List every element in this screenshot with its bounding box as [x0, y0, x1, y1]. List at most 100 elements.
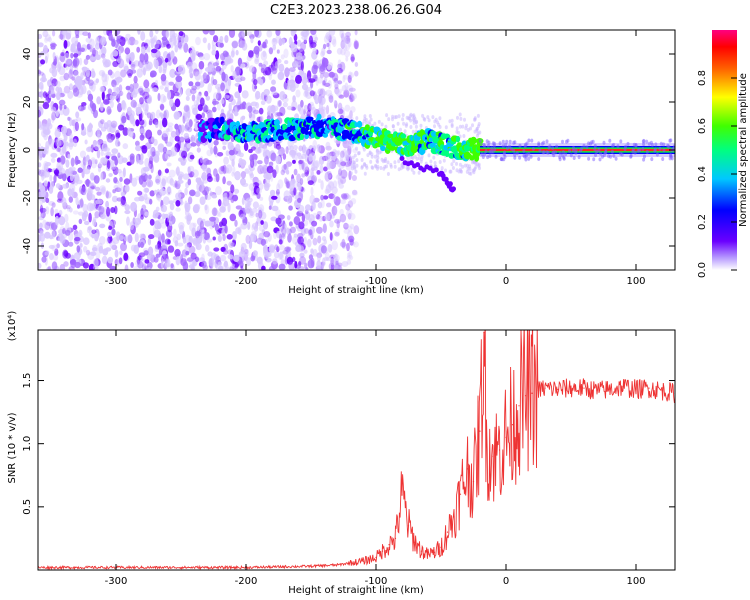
noise-mark [83, 210, 89, 218]
noise-mark [280, 169, 285, 176]
noise-mark [349, 93, 354, 103]
noise-mark [541, 150, 545, 155]
noise-mark [64, 141, 69, 149]
noise-mark [338, 168, 343, 177]
noise-mark [442, 158, 446, 163]
noise-mark [305, 30, 310, 35]
noise-mark [122, 167, 126, 178]
noise-mark [259, 196, 264, 201]
noise-mark [87, 32, 91, 39]
noise-mark [133, 39, 139, 45]
noise-mark [412, 118, 416, 123]
noise-mark [159, 104, 165, 111]
noise-mark [237, 226, 242, 236]
noise-mark [86, 146, 92, 153]
noise-mark [321, 106, 327, 111]
noise-mark [69, 133, 73, 142]
noise-mark [73, 87, 80, 97]
noise-mark [308, 78, 316, 83]
noise-mark [335, 90, 341, 97]
noise-mark [349, 171, 353, 176]
noise-mark [472, 170, 476, 175]
noise-mark [262, 164, 269, 174]
noise-mark [202, 37, 207, 44]
noise-mark [85, 54, 91, 60]
noise-mark [632, 142, 636, 147]
noise-mark [253, 109, 259, 115]
noise-mark [43, 164, 49, 172]
noise-mark [62, 173, 67, 182]
noise-mark [231, 263, 235, 268]
noise-mark [106, 136, 114, 143]
noise-mark [228, 30, 236, 38]
noise-mark [63, 85, 71, 94]
noise-mark [67, 167, 73, 176]
noise-mark [616, 144, 620, 149]
noise-mark [140, 31, 146, 41]
noise-mark [105, 200, 109, 209]
noise-mark [620, 152, 624, 157]
noise-mark [377, 119, 381, 124]
noise-mark [166, 150, 172, 155]
noise-mark [166, 162, 172, 167]
noise-mark [597, 148, 601, 152]
noise-mark [444, 168, 447, 173]
noise-mark [85, 67, 91, 78]
colorbar-tick-label: 0.0 [697, 262, 708, 278]
noise-mark [292, 159, 296, 164]
noise-mark [309, 103, 315, 111]
noise-mark [64, 52, 70, 59]
noise-mark [307, 103, 312, 112]
noise-mark [137, 30, 141, 35]
noise-mark [294, 148, 298, 156]
noise-mark [317, 254, 321, 262]
noise-mark [170, 263, 174, 269]
noise-mark [250, 146, 257, 151]
noise-mark [135, 119, 140, 127]
noise-mark [502, 152, 506, 157]
noise-mark [498, 141, 502, 146]
noise-mark [337, 265, 343, 270]
noise-mark [341, 194, 348, 201]
noise-mark [60, 52, 65, 57]
noise-mark [247, 105, 253, 113]
noise-mark [409, 125, 413, 129]
noise-mark [278, 239, 283, 245]
noise-mark [278, 100, 282, 107]
noise-mark [611, 144, 615, 148]
noise-mark [39, 230, 44, 237]
noise-mark [175, 256, 181, 266]
noise-mark [56, 147, 61, 152]
noise-mark [73, 53, 79, 58]
spectrogram-xlabel: Height of straight line (km) [288, 285, 424, 296]
noise-mark [111, 155, 118, 161]
noise-mark [351, 191, 358, 196]
colorbar-tick-label: 0.4 [697, 166, 708, 182]
noise-mark [353, 241, 359, 248]
noise-mark [608, 138, 612, 143]
noise-mark [66, 205, 71, 210]
noise-mark [179, 224, 184, 235]
noise-mark [274, 61, 280, 69]
noise-mark [90, 158, 98, 169]
noise-mark [393, 160, 397, 165]
noise-mark [230, 184, 235, 194]
snr-ytick-label: 0.5 [22, 499, 33, 515]
noise-mark [79, 150, 87, 159]
noise-mark [117, 102, 123, 113]
noise-mark [304, 166, 310, 175]
noise-mark [188, 81, 194, 87]
noise-mark [189, 189, 196, 197]
noise-mark [494, 154, 498, 159]
noise-mark [562, 156, 566, 161]
snr-plot-area [38, 330, 675, 570]
noise-mark [109, 240, 116, 250]
noise-mark [140, 241, 144, 248]
noise-mark [187, 126, 193, 133]
noise-mark [286, 215, 291, 221]
noise-mark [114, 205, 118, 215]
noise-mark [565, 139, 568, 144]
noise-mark [667, 144, 671, 149]
noise-mark [69, 173, 74, 182]
noise-mark [265, 95, 272, 104]
